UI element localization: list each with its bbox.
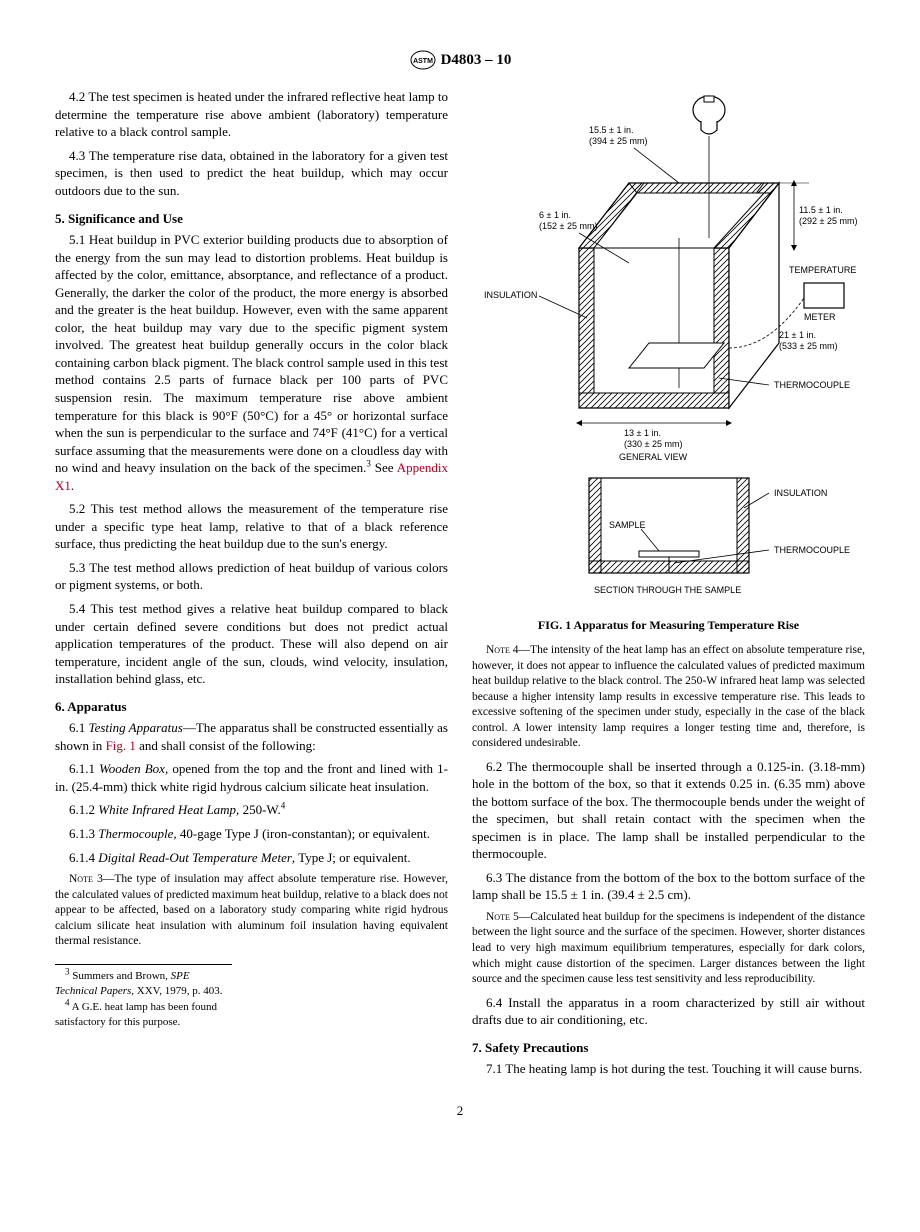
para-5-1-text: 5.1 Heat buildup in PVC exterior buildin…: [55, 232, 448, 475]
note-5-label: Note: [486, 911, 510, 923]
para-6-3: 6.3 The distance from the bottom of the …: [472, 869, 865, 904]
p6-1-italic: Testing Apparatus: [89, 720, 183, 735]
note-3-text: 3—The type of insulation may affect abso…: [55, 873, 448, 947]
para-7-1: 7.1 The heating lamp is hot during the t…: [472, 1060, 865, 1078]
footnote-4: 4 A G.E. heat lamp has been found satisf…: [55, 1000, 232, 1030]
label-tempmeter: TEMPERATURE: [789, 265, 856, 275]
figure-1: 15.5 ± 1 in. (394 ± 25 mm): [472, 88, 865, 633]
dim-11-5: 11.5 ± 1 in.: [799, 205, 843, 215]
p612-a: 6.1.2: [69, 802, 98, 817]
dim-21m: (533 ± 25 mm): [779, 341, 837, 351]
label-thermocouple: THERMOCOUPLE: [774, 380, 850, 390]
body-columns: 4.2 The test specimen is heated under th…: [55, 88, 865, 1077]
fn3-a: Summers and Brown,: [70, 970, 171, 982]
footnotes: 3 Summers and Brown, SPE Technical Paper…: [55, 964, 232, 1030]
section-view: SAMPLE: [589, 478, 749, 573]
para-5-1: 5.1 Heat buildup in PVC exterior buildin…: [55, 231, 448, 494]
dim-6m: (152 ± 25 mm): [539, 221, 597, 231]
p613-a: 6.1.3: [69, 826, 98, 841]
dim-13: 13 ± 1 in.: [624, 428, 661, 438]
page-number: 2: [55, 1102, 865, 1120]
para-6-1-3: 6.1.3 Thermocouple, 40-gage Type J (iron…: [55, 825, 448, 843]
p614-it: Digital Read-Out Temperature Meter: [98, 850, 292, 865]
label-thermocouple-2: THERMOCOUPLE: [774, 545, 850, 555]
dim-21: 21 ± 1 in.: [779, 330, 816, 340]
note-4: Note 4—The intensity of the heat lamp ha…: [472, 643, 865, 752]
astm-logo-icon: ASTM: [409, 50, 437, 70]
p6-1-c: and shall consist of the following:: [136, 738, 316, 753]
p612-b: 250-W.: [239, 802, 280, 817]
para-4-3: 4.3 The temperature rise data, obtained …: [55, 147, 448, 200]
label-tempmeter2: METER: [804, 312, 836, 322]
p612-it: White Infrared Heat Lamp,: [98, 802, 239, 817]
dim-15-5m: (394 ± 25 mm): [589, 136, 647, 146]
lamp-icon: [693, 96, 725, 134]
label-section: SECTION THROUGH THE SAMPLE: [594, 585, 741, 595]
p611-a: 6.1.1: [69, 761, 99, 776]
p613-b: 40-gage Type J (iron-constantan); or equ…: [177, 826, 430, 841]
p614-b: , Type J; or equivalent.: [292, 850, 411, 865]
note-5: Note 5—Calculated heat buildup for the s…: [472, 910, 865, 988]
apparatus-diagram-icon: 15.5 ± 1 in. (394 ± 25 mm): [479, 88, 859, 608]
fn4-text: A G.E. heat lamp has been found satisfac…: [55, 1001, 217, 1028]
para-4-2: 4.2 The test specimen is heated under th…: [55, 88, 448, 141]
page-header: ASTM D4803 – 10: [55, 50, 865, 70]
fig-1-caption: FIG. 1 Apparatus for Measuring Temperatu…: [472, 617, 865, 633]
para-6-1-2: 6.1.2 White Infrared Heat Lamp, 250-W.4: [55, 801, 448, 819]
dim-15-5: 15.5 ± 1 in.: [589, 125, 633, 135]
para-5-3: 5.3 The test method allows prediction of…: [55, 559, 448, 594]
label-sample: SAMPLE: [609, 520, 646, 530]
label-insulation: INSULATION: [484, 290, 537, 300]
footnote-3: 3 Summers and Brown, SPE Technical Paper…: [55, 969, 232, 999]
p611-it: Wooden Box,: [99, 761, 168, 776]
section-5-head: 5. Significance and Use: [55, 210, 448, 228]
fn3-b: , XXV, 1979, p. 403.: [131, 985, 222, 997]
section-6-head: 6. Apparatus: [55, 698, 448, 716]
box-general-view: [579, 136, 779, 408]
para-6-1: 6.1 Testing Apparatus—The apparatus shal…: [55, 719, 448, 754]
temp-meter-icon: [804, 283, 844, 308]
fig-1-link[interactable]: Fig. 1: [106, 738, 136, 753]
label-general-view: GENERAL VIEW: [619, 452, 688, 462]
para-6-1-1: 6.1.1 Wooden Box, opened from the top an…: [55, 760, 448, 795]
dim-11-5m: (292 ± 25 mm): [799, 216, 857, 226]
note-3-label: Note: [69, 873, 93, 885]
p6-1-a: 6.1: [69, 720, 89, 735]
dim-6: 6 ± 1 in.: [539, 210, 571, 220]
dim-13m: (330 ± 25 mm): [624, 439, 682, 449]
label-insulation-2: INSULATION: [774, 488, 827, 498]
svg-text:ASTM: ASTM: [413, 58, 433, 65]
footnote-ref-4: 4: [281, 801, 286, 811]
para-5-2: 5.2 This test method allows the measurem…: [55, 500, 448, 553]
note-5-text: 5—Calculated heat buildup for the specim…: [472, 911, 865, 985]
para-6-1-4: 6.1.4 Digital Read-Out Temperature Meter…: [55, 849, 448, 867]
para-5-1-b: See: [371, 460, 397, 475]
note-4-text: 4—The intensity of the heat lamp has an …: [472, 644, 865, 749]
para-5-1-c: .: [71, 478, 74, 493]
p614-a: 6.1.4: [69, 850, 98, 865]
designation: D4803 – 10: [441, 50, 512, 70]
para-6-2: 6.2 The thermocouple shall be inserted t…: [472, 758, 865, 863]
p613-it: Thermocouple,: [98, 826, 176, 841]
note-3: Note 3—The type of insulation may affect…: [55, 872, 448, 950]
para-5-4: 5.4 This test method gives a relative he…: [55, 600, 448, 688]
section-7-head: 7. Safety Precautions: [472, 1039, 865, 1057]
para-6-4: 6.4 Install the apparatus in a room char…: [472, 994, 865, 1029]
note-4-label: Note: [486, 644, 510, 656]
